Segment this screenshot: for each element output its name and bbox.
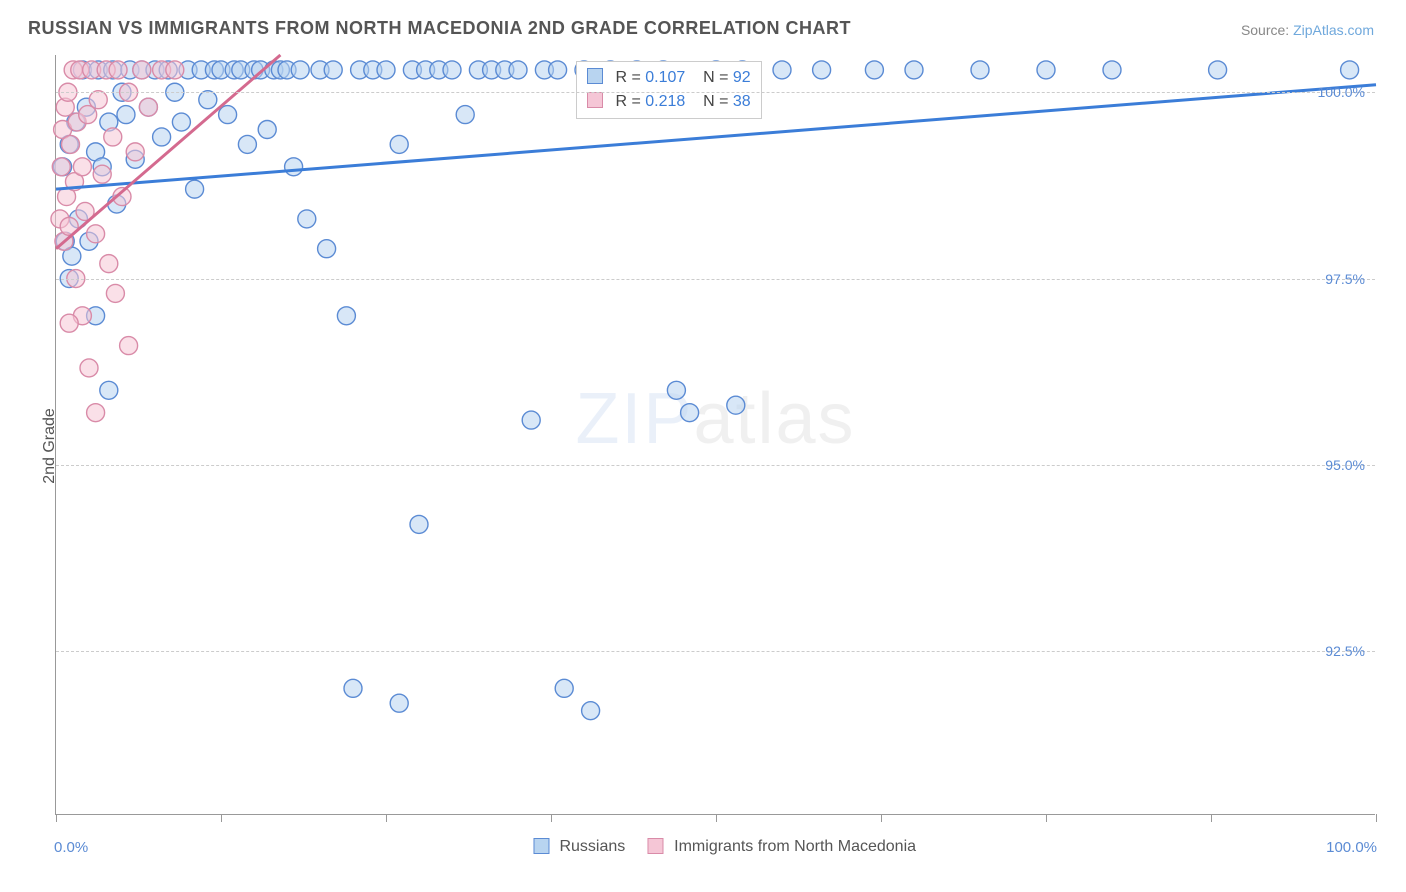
data-point-nmacedonia bbox=[104, 128, 122, 146]
data-point-russians bbox=[1103, 61, 1121, 79]
source-attribution: Source: ZipAtlas.com bbox=[1241, 22, 1374, 38]
data-point-nmacedonia bbox=[60, 314, 78, 332]
data-point-nmacedonia bbox=[80, 359, 98, 377]
data-point-russians bbox=[509, 61, 527, 79]
data-point-nmacedonia bbox=[106, 284, 124, 302]
data-point-nmacedonia bbox=[126, 143, 144, 161]
data-point-russians bbox=[238, 135, 256, 153]
data-point-russians bbox=[100, 381, 118, 399]
x-axis-min-label: 0.0% bbox=[54, 839, 88, 856]
legend-swatch-russians bbox=[533, 838, 549, 854]
gridline bbox=[56, 92, 1375, 93]
data-point-russians bbox=[727, 396, 745, 414]
gridline bbox=[56, 279, 1375, 280]
data-point-russians bbox=[219, 106, 237, 124]
data-point-russians bbox=[410, 515, 428, 533]
swatch-nmacedonia bbox=[587, 92, 603, 108]
data-point-russians bbox=[291, 61, 309, 79]
chart-plot-area: ZIPatlas R = 0.107 N = 92 R = 0.218 N = … bbox=[55, 55, 1375, 815]
legend-label-nmacedonia: Immigrants from North Macedonia bbox=[674, 838, 916, 855]
data-point-russians bbox=[813, 61, 831, 79]
data-point-nmacedonia bbox=[87, 404, 105, 422]
data-point-nmacedonia bbox=[73, 158, 91, 176]
data-point-russians bbox=[153, 128, 171, 146]
scatter-svg bbox=[56, 55, 1375, 814]
data-point-russians bbox=[390, 694, 408, 712]
x-tick bbox=[716, 814, 717, 822]
data-point-nmacedonia bbox=[100, 255, 118, 273]
data-point-russians bbox=[865, 61, 883, 79]
data-point-nmacedonia bbox=[139, 98, 157, 116]
data-point-nmacedonia bbox=[62, 135, 80, 153]
data-point-russians bbox=[377, 61, 395, 79]
x-tick bbox=[386, 814, 387, 822]
gridline bbox=[56, 465, 1375, 466]
legend-row-nmacedonia: R = 0.218 N = 38 bbox=[587, 90, 751, 114]
y-tick-label: 95.0% bbox=[1325, 457, 1365, 473]
data-point-russians bbox=[199, 91, 217, 109]
data-point-russians bbox=[549, 61, 567, 79]
y-tick-label: 92.5% bbox=[1325, 643, 1365, 659]
data-point-russians bbox=[337, 307, 355, 325]
data-point-russians bbox=[555, 679, 573, 697]
y-tick-label: 100.0% bbox=[1318, 84, 1365, 100]
x-tick bbox=[1046, 814, 1047, 822]
x-tick bbox=[1376, 814, 1377, 822]
y-tick-label: 97.5% bbox=[1325, 271, 1365, 287]
swatch-russians bbox=[587, 68, 603, 84]
data-point-russians bbox=[172, 113, 190, 131]
data-point-nmacedonia bbox=[120, 337, 138, 355]
data-point-nmacedonia bbox=[93, 165, 111, 183]
data-point-nmacedonia bbox=[133, 61, 151, 79]
x-tick bbox=[881, 814, 882, 822]
data-point-russians bbox=[318, 240, 336, 258]
data-point-russians bbox=[1341, 61, 1359, 79]
data-point-russians bbox=[186, 180, 204, 198]
data-point-russians bbox=[258, 121, 276, 139]
series-legend: Russians Immigrants from North Macedonia bbox=[515, 838, 916, 856]
x-tick bbox=[1211, 814, 1212, 822]
source-prefix: Source: bbox=[1241, 22, 1293, 38]
data-point-russians bbox=[285, 158, 303, 176]
x-tick bbox=[221, 814, 222, 822]
x-axis-max-label: 100.0% bbox=[1326, 839, 1377, 856]
data-point-russians bbox=[117, 106, 135, 124]
data-point-russians bbox=[905, 61, 923, 79]
data-point-russians bbox=[298, 210, 316, 228]
correlation-legend: R = 0.107 N = 92 R = 0.218 N = 38 bbox=[576, 61, 762, 119]
data-point-russians bbox=[1037, 61, 1055, 79]
chart-title: RUSSIAN VS IMMIGRANTS FROM NORTH MACEDON… bbox=[28, 18, 851, 39]
data-point-russians bbox=[667, 381, 685, 399]
x-tick bbox=[551, 814, 552, 822]
legend-swatch-nmacedonia bbox=[648, 838, 664, 854]
data-point-nmacedonia bbox=[166, 61, 184, 79]
x-tick bbox=[56, 814, 57, 822]
data-point-russians bbox=[681, 404, 699, 422]
data-point-nmacedonia bbox=[87, 225, 105, 243]
data-point-russians bbox=[443, 61, 461, 79]
data-point-russians bbox=[324, 61, 342, 79]
legend-row-russians: R = 0.107 N = 92 bbox=[587, 66, 751, 90]
data-point-russians bbox=[971, 61, 989, 79]
gridline bbox=[56, 651, 1375, 652]
data-point-russians bbox=[344, 679, 362, 697]
data-point-russians bbox=[390, 135, 408, 153]
data-point-russians bbox=[1209, 61, 1227, 79]
data-point-russians bbox=[522, 411, 540, 429]
data-point-russians bbox=[773, 61, 791, 79]
data-point-russians bbox=[456, 106, 474, 124]
legend-label-russians: Russians bbox=[559, 838, 625, 855]
data-point-russians bbox=[582, 702, 600, 720]
data-point-nmacedonia bbox=[89, 91, 107, 109]
source-link[interactable]: ZipAtlas.com bbox=[1293, 22, 1374, 38]
data-point-nmacedonia bbox=[109, 61, 127, 79]
data-point-nmacedonia bbox=[52, 158, 70, 176]
